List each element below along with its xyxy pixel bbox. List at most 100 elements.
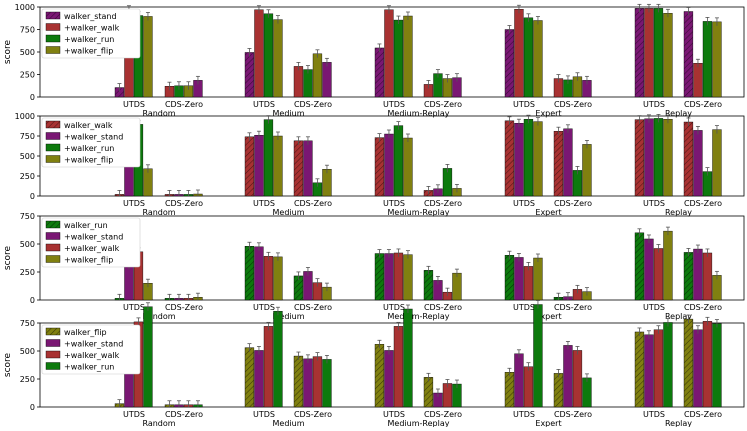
bar-hatch — [505, 29, 514, 97]
legend-swatch — [45, 232, 61, 240]
group-label: Random — [142, 419, 175, 427]
group-label: Expert — [535, 419, 561, 427]
bar-+walker_run — [533, 304, 543, 408]
bar-+walker_walk — [702, 321, 713, 408]
bar-+walker_stand — [384, 350, 394, 408]
legend-label: walker_run — [64, 221, 108, 230]
bar-+walker_flip — [533, 257, 543, 301]
bar-+walker_flip — [312, 53, 323, 98]
xtick-label: UTDS — [513, 410, 535, 419]
legend-label: walker_stand — [64, 12, 117, 21]
bar-+walker_run — [653, 8, 664, 98]
group-label: Expert — [535, 208, 561, 217]
legend-label: walker_walk — [64, 121, 113, 130]
bar-+walker_stand — [693, 329, 703, 408]
legend-swatch — [45, 143, 61, 152]
bar-hatch — [245, 136, 254, 196]
ytick-label: 250 — [20, 71, 35, 80]
ytick-label: 0 — [30, 296, 35, 305]
bar-+walker_stand — [303, 140, 313, 197]
bar-+walker_run — [403, 308, 413, 408]
bar-hatch — [635, 232, 644, 300]
legend-box — [41, 117, 141, 168]
bar-cds_extra — [322, 62, 332, 98]
legend-swatch — [45, 339, 61, 347]
bar-hatch — [294, 140, 303, 196]
bar-+walker_flip — [663, 118, 673, 197]
xtick-label: CDS-Zero — [684, 303, 722, 312]
bar-+walker_stand — [303, 271, 313, 301]
xtick-label: UTDS — [383, 410, 405, 419]
xtick-label: CDS-Zero — [165, 303, 203, 312]
bar-+walker_stand — [384, 253, 394, 301]
bar-hatch — [375, 47, 384, 97]
bar-+walker_stand — [514, 353, 524, 408]
ytick-label: 750 — [20, 26, 35, 35]
bar-+walker_stand — [254, 134, 264, 197]
ytick-label: 500 — [20, 152, 35, 161]
legend-swatch — [45, 350, 61, 359]
bar-+walker_flip — [143, 16, 153, 98]
bar-+walker_walk — [254, 9, 264, 98]
bar-hatch — [424, 377, 433, 407]
bar-hatch — [635, 331, 644, 407]
bar-+walker_run — [393, 125, 404, 197]
legend-box — [41, 217, 141, 268]
bar-+walker_run — [582, 377, 592, 408]
bar-hatch — [245, 246, 254, 300]
bar-hatch — [294, 356, 303, 407]
group-label: Medium-Replay — [388, 312, 450, 321]
legend-label: +walker_flip — [64, 47, 113, 56]
bar-+walker_stand — [254, 246, 264, 301]
xtick-label: UTDS — [513, 303, 535, 312]
bar-+walker_stand — [514, 122, 524, 197]
legend-swatch — [45, 46, 61, 54]
bar-+walker_flip — [712, 21, 722, 98]
xtick-label: UTDS — [123, 303, 145, 312]
bar-+walker_walk — [293, 66, 304, 98]
legend-label: +walker_run — [64, 363, 114, 372]
ytick-label: 250 — [20, 268, 35, 277]
ytick-label: 500 — [20, 48, 35, 57]
xtick-label: CDS-Zero — [684, 410, 722, 419]
bar-+walker_flip — [533, 121, 543, 197]
legend-label: +walker_run — [64, 144, 114, 153]
xtick-label: UTDS — [643, 303, 665, 312]
legend-swatch-hatch — [46, 328, 60, 335]
legend-swatch — [45, 255, 61, 263]
xtick-label: CDS-Zero — [294, 410, 332, 419]
group-label: Medium — [273, 208, 305, 217]
bar-+walker_flip — [663, 230, 673, 301]
bar-+walker_walk — [523, 366, 534, 408]
xtick-label: UTDS — [123, 100, 145, 109]
bar-+walker_run — [322, 359, 332, 408]
xtick-label: CDS-Zero — [554, 100, 592, 109]
bar-hatch — [245, 52, 254, 97]
bar-+walker_stand — [563, 345, 573, 408]
bar-+walker_stand — [693, 248, 703, 301]
legend-swatch-hatch — [46, 12, 60, 19]
bar-+walker_walk — [572, 350, 583, 408]
legend-swatch-hatch — [46, 221, 60, 228]
group-label: Replay — [665, 208, 692, 217]
legend-swatch — [45, 362, 61, 370]
bar-+walker_flip — [582, 144, 592, 197]
bar-+walker_walk — [263, 326, 274, 408]
legend-swatch — [45, 243, 61, 252]
ytick-label: 500 — [20, 347, 35, 356]
xtick-label: UTDS — [513, 199, 535, 208]
bar-+walker_stand — [303, 358, 313, 408]
ytick-label: 0 — [30, 192, 35, 201]
y-axis-label: score — [3, 352, 13, 377]
ytick-label: 250 — [20, 172, 35, 181]
bar-+walker_run — [523, 118, 534, 197]
xtick-label: UTDS — [383, 303, 405, 312]
ytick-label: 250 — [20, 375, 35, 384]
bar-+walker_flip — [273, 135, 283, 197]
xtick-label: CDS-Zero — [294, 303, 332, 312]
xtick-label: CDS-Zero — [554, 199, 592, 208]
xtick-label: UTDS — [253, 410, 275, 419]
bar-+walker_run — [712, 323, 722, 408]
xtick-label: CDS-Zero — [554, 303, 592, 312]
